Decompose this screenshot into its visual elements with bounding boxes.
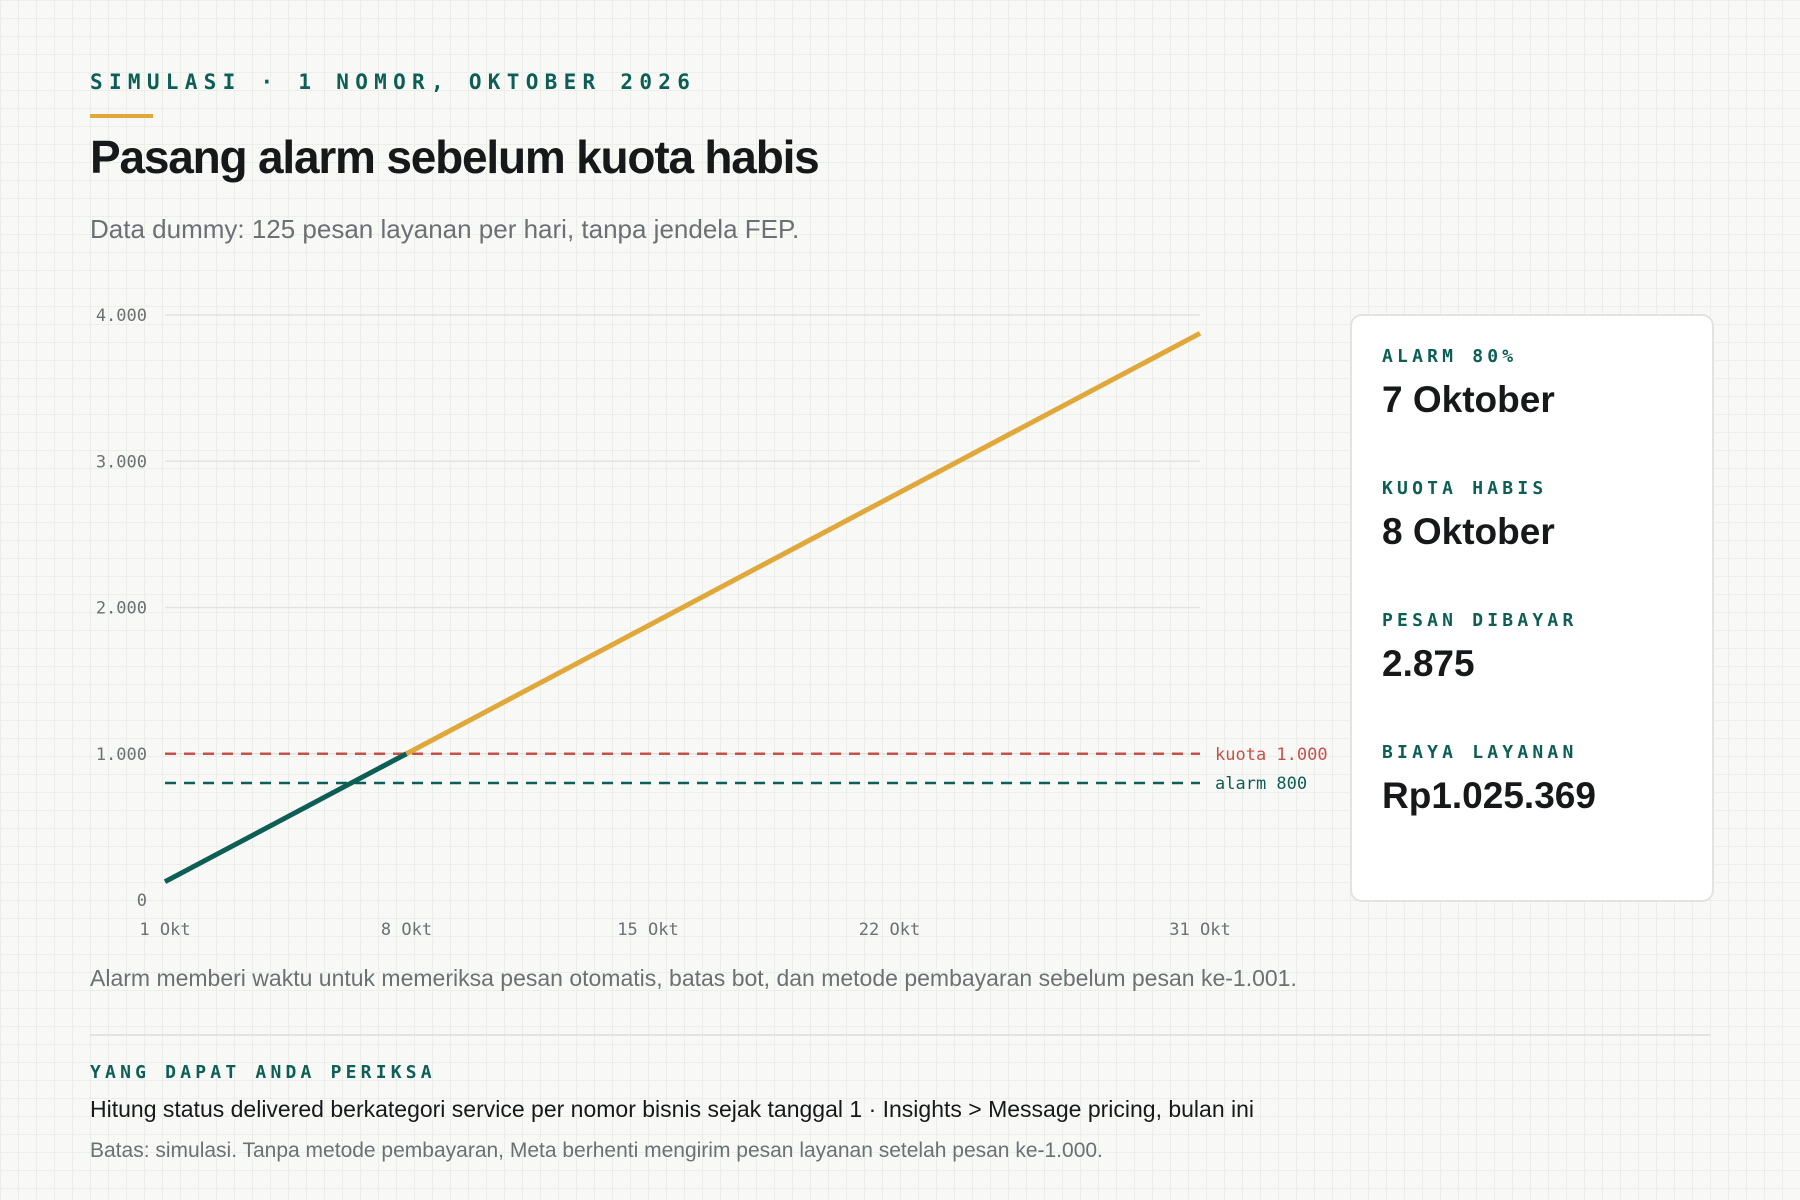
y-tick-label: 3.000 [96, 452, 147, 472]
stat-alarm: ALARM 80% 7 Oktober [1382, 346, 1555, 421]
series-line [163, 751, 408, 884]
stat-service-cost-label: BIAYA LAYANAN [1382, 742, 1578, 763]
accent-bar [90, 114, 153, 118]
x-tick-label: 22 Okt [859, 920, 920, 940]
y-tick-label: 2.000 [96, 599, 147, 619]
reference-line-label: alarm 800 [1215, 774, 1307, 794]
stat-paid-messages: PESAN DIBAYAR 2.875 [1382, 610, 1577, 685]
x-tick-label: 1 Okt [139, 920, 190, 940]
stats-card: ALARM 80% 7 Oktober KUOTA HABIS 8 Oktobe… [1350, 314, 1714, 902]
reference-lines: kuota 1.000 alarm 800 [165, 745, 1328, 794]
y-tick-label: 4.000 [96, 306, 147, 326]
eyebrow-label: SIMULASI · 1 NOMOR, OKTOBER 2026 [90, 70, 697, 94]
x-axis-ticks: 1 Okt 8 Okt 15 Okt 22 Okt 31 Okt [139, 920, 1230, 940]
stat-service-cost-value: Rp1.025.369 [1382, 775, 1596, 816]
gridlines [165, 314, 1200, 755]
page-subtitle: Data dummy: 125 pesan layanan per hari, … [90, 214, 800, 244]
chart-caption: Alarm memberi waktu untuk memeriksa pesa… [90, 965, 1297, 991]
stat-quota-exhausted-value: 8 Oktober [1382, 511, 1555, 552]
y-axis-ticks: 0 1.000 2.000 3.000 4.000 [96, 306, 147, 911]
stat-paid-messages-value: 2.875 [1382, 643, 1475, 684]
line-chart: 0 1.000 2.000 3.000 4.000 1 Okt 8 Okt 15 Okt 22… [96, 306, 1328, 940]
series-line [405, 331, 1202, 756]
stat-service-cost: BIAYA LAYANAN Rp1.025.369 [1382, 742, 1596, 817]
stat-paid-messages-label: PESAN DIBAYAR [1382, 610, 1578, 631]
x-tick-label: 8 Okt [381, 920, 432, 940]
x-tick-label: 15 Okt [617, 920, 678, 940]
reference-line-label: kuota 1.000 [1215, 745, 1328, 765]
divider [90, 1034, 1710, 1036]
y-tick-label: 0 [137, 891, 147, 911]
stat-quota-exhausted: KUOTA HABIS 8 Oktober [1382, 478, 1555, 553]
check-section-label: YANG DAPAT ANDA PERIKSA [90, 1062, 436, 1083]
y-tick-label: 1.000 [96, 745, 147, 765]
x-tick-label: 31 Okt [1169, 920, 1230, 940]
check-section-text: Hitung status delivered berkategori serv… [90, 1096, 1255, 1122]
stat-quota-exhausted-label: KUOTA HABIS [1382, 478, 1548, 499]
page-title: Pasang alarm sebelum kuota habis [90, 131, 820, 183]
stat-alarm-label: ALARM 80% [1382, 346, 1518, 367]
footnote: Batas: simulasi. Tanpa metode pembayaran… [90, 1139, 1103, 1162]
series-lines [163, 331, 1202, 884]
stat-alarm-value: 7 Oktober [1382, 379, 1555, 420]
